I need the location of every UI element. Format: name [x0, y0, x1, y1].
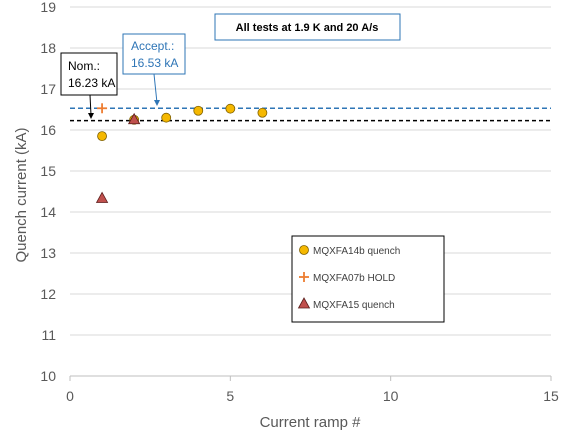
accept-label-line1: Accept.:	[131, 39, 174, 53]
x-axis-label: Current ramp #	[260, 414, 362, 431]
accept-annotation: Accept.: 16.53 kA	[122, 33, 186, 106]
point-circle	[97, 131, 107, 142]
axes	[69, 375, 552, 381]
y-tick-label: 10	[40, 368, 56, 384]
accept-arrowhead	[154, 100, 160, 106]
point-triangle	[127, 112, 141, 125]
point-circle	[161, 112, 172, 123]
data-points	[95, 103, 268, 203]
legend: MQXFA14b quench MQXFA07b HOLD MQXFA15 quen…	[291, 235, 445, 323]
point-plus	[97, 103, 108, 114]
y-tick-label: 19	[40, 0, 56, 15]
nominal-arrowhead	[88, 113, 94, 119]
x-tick-label: 10	[383, 388, 399, 404]
chart-title: All tests at 1.9 K and 20 A/s	[236, 22, 379, 34]
reference-lines	[70, 107, 551, 122]
x-tick-label: 5	[226, 388, 234, 404]
nominal-arrow	[89, 94, 92, 116]
point-circle	[193, 105, 204, 116]
legend-marker-circle	[299, 245, 309, 255]
legend-box	[291, 235, 445, 323]
point-triangle	[95, 191, 109, 203]
legend-marker-triangle	[297, 297, 311, 309]
x-tick-label: 0	[66, 388, 74, 404]
x-tick-label: 15	[543, 388, 559, 404]
y-tick-label: 15	[40, 163, 56, 179]
nominal-annotation: Nom.: 16.23 kA	[60, 52, 118, 119]
y-tick-label: 12	[40, 286, 56, 302]
point-circle	[225, 103, 236, 114]
accept-arrow	[153, 73, 158, 104]
nominal-label-line1: Nom.:	[68, 59, 100, 73]
legend-label: MQXFA15 quench	[313, 300, 395, 311]
legend-label: MQXFA14b quench	[313, 246, 400, 257]
y-tick-label: 11	[41, 327, 56, 343]
y-tick-label: 16	[40, 122, 56, 138]
point-circle	[257, 107, 268, 118]
y-tick-label: 13	[40, 245, 56, 261]
accept-label-line2: 16.53 kA	[131, 56, 178, 70]
y-tick-label: 17	[40, 81, 56, 97]
y-tick-label: 14	[40, 204, 56, 220]
legend-label: MQXFA07b HOLD	[313, 273, 395, 284]
y-axis-label: Quench current (kA)	[13, 127, 30, 262]
y-tick-label: 18	[40, 40, 56, 56]
grid-lines	[70, 6, 551, 336]
nominal-label-line2: 16.23 kA	[68, 76, 115, 90]
legend-marker-plus	[299, 272, 309, 282]
chart-title-box: All tests at 1.9 K and 20 A/s	[214, 13, 401, 41]
tick-labels: 10 11 12 13 14 15 16 17 18 19 0 5 10 15	[40, 0, 559, 404]
